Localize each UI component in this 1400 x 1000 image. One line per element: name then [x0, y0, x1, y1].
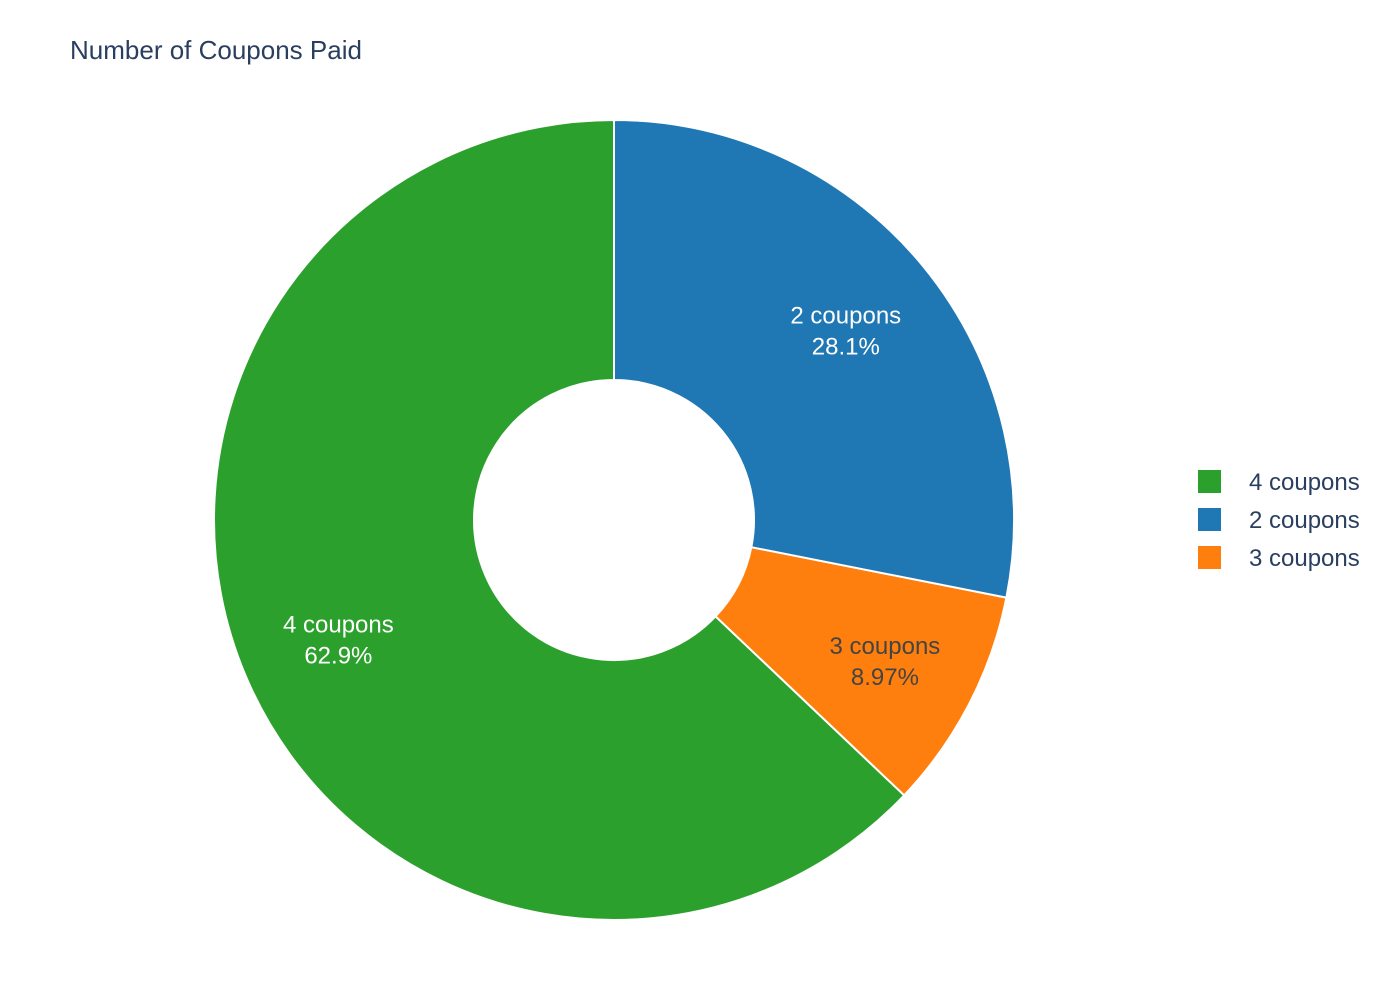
- slice-label-percent: 28.1%: [812, 334, 880, 361]
- legend-swatch-2-coupons[interactable]: [1198, 508, 1221, 531]
- slice-label-percent: 62.9%: [304, 642, 372, 669]
- slice-3-coupons[interactable]: [714, 545, 1008, 797]
- slice-label-name: 3 coupons: [830, 633, 941, 660]
- slice-4-coupons[interactable]: [213, 118, 906, 921]
- legend: 4 coupons 2 coupons 3 coupons: [1198, 469, 1360, 572]
- slice-label-percent: 8.97%: [851, 664, 919, 691]
- legend-label-2-coupons[interactable]: 2 coupons: [1249, 507, 1360, 534]
- slice-label-3-coupons: 3 coupons 8.97%: [830, 633, 941, 691]
- slices-group: [213, 118, 1015, 921]
- slice-label-name: 4 coupons: [283, 611, 394, 638]
- slice-label-name: 2 coupons: [790, 303, 901, 330]
- slice-labels-group: 4 coupons 62.9% 3 coupons 8.97% 2 coupons 28.…: [283, 303, 940, 692]
- slice-label-2-coupons: 2 coupons 28.1%: [790, 303, 901, 361]
- slice-2-coupons[interactable]: [613, 118, 1015, 599]
- legend-swatch-3-coupons[interactable]: [1198, 546, 1221, 569]
- legend-label-3-coupons[interactable]: 3 coupons: [1249, 545, 1360, 572]
- legend-swatch-4-coupons[interactable]: [1198, 470, 1221, 493]
- chart-title: Number of Coupons Paid: [70, 35, 362, 65]
- slice-label-4-coupons: 4 coupons 62.9%: [283, 611, 394, 669]
- legend-label-4-coupons[interactable]: 4 coupons: [1249, 469, 1360, 496]
